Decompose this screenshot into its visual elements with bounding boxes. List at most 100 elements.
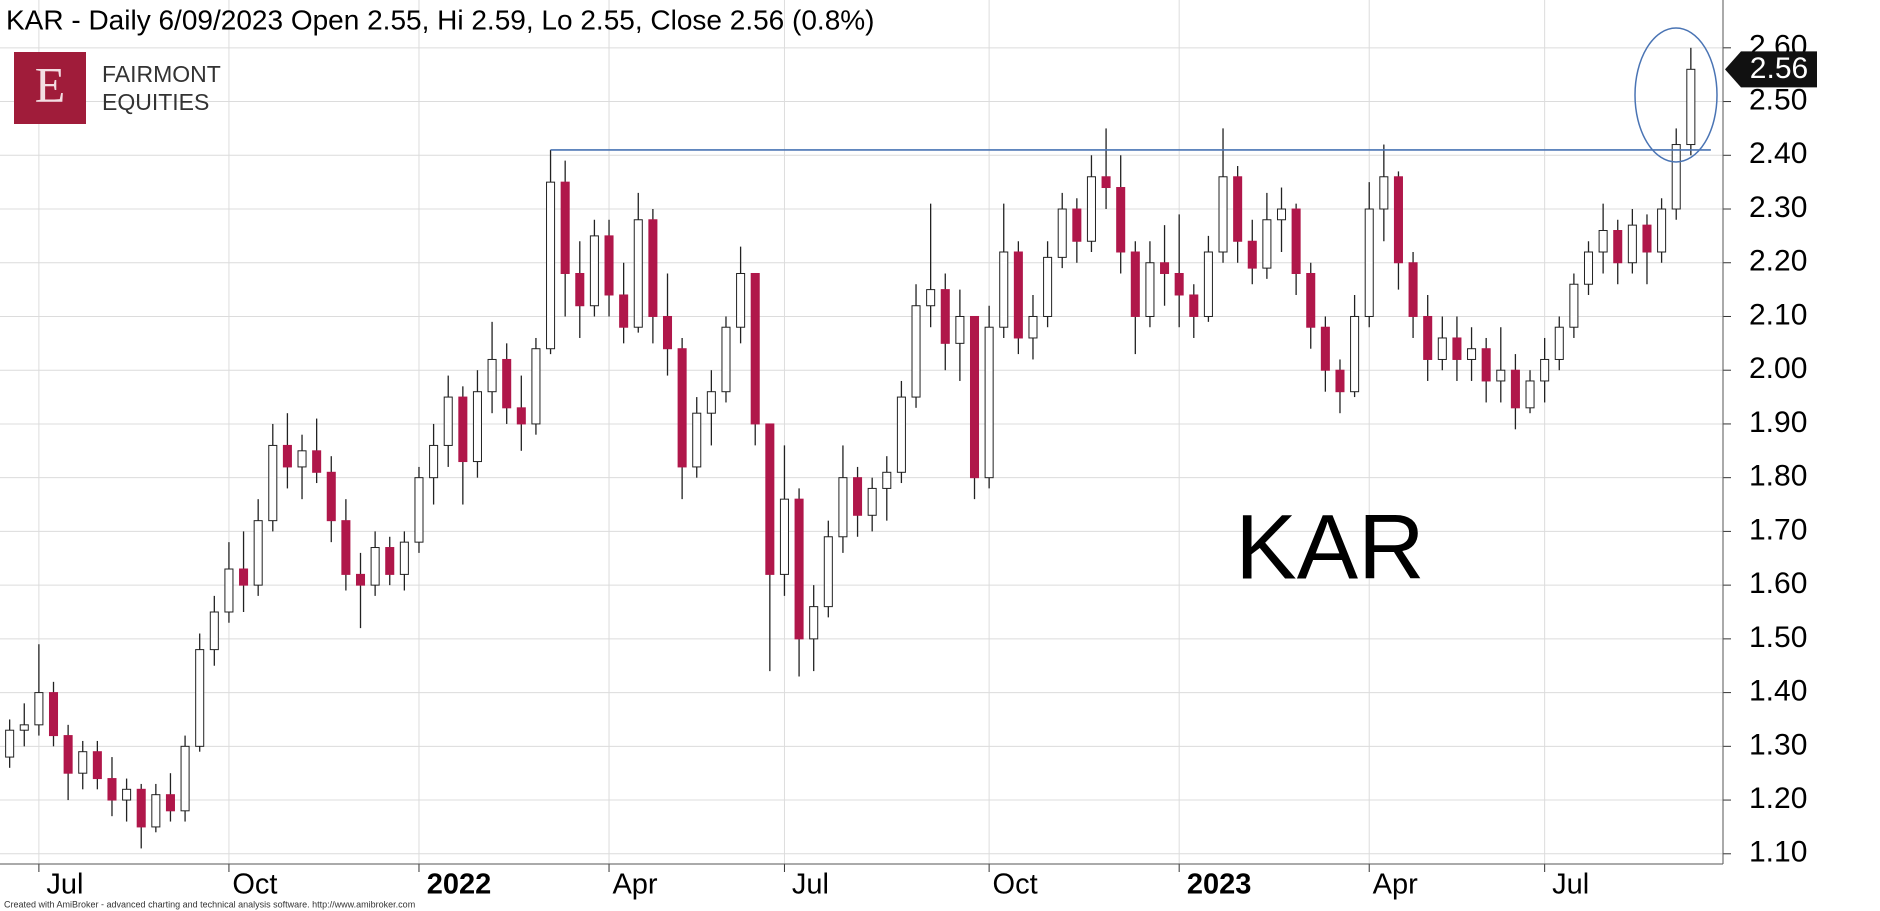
candle-body [107,778,117,801]
candle-body [224,568,234,613]
candle-body [779,498,789,575]
candles [5,47,1711,849]
candle-body [1393,176,1403,264]
y-tick-label: 1.50 [1749,621,1807,654]
y-tick-label: 1.90 [1749,406,1807,439]
candle-body [429,444,439,479]
y-tick-label: 2.10 [1749,298,1807,331]
candle-body [940,289,950,344]
candle-body [180,745,190,812]
chart-title: KAR - Daily 6/09/2023 Open 2.55, Hi 2.59… [6,4,875,35]
candle-body [633,219,643,328]
candle-body [721,326,731,393]
candle-body [560,181,570,274]
candle-body [1218,176,1228,253]
candle-body [1189,294,1199,317]
candle-body [48,692,59,737]
candle-body [1335,369,1345,393]
candle-body [677,348,687,468]
candle-body [297,450,307,468]
highlight-ellipse [1634,27,1718,163]
candle-body [399,541,409,575]
x-tick-label: Apr [612,869,657,901]
candle-body [911,305,921,398]
candle-body [546,181,556,350]
candle-body [1086,176,1096,242]
candle-body [1686,68,1696,146]
candle-body [502,358,512,409]
candle-body [853,477,863,516]
y-tick-label: 1.60 [1749,567,1807,600]
candle-body [472,391,482,463]
candle-body [984,326,994,479]
candle-body [1613,230,1623,264]
candle-body [165,794,175,812]
x-tick-label: Jul [1552,869,1589,901]
candle-body [312,450,322,473]
candle-body [1072,208,1082,242]
candle-body [63,735,73,774]
candle-body [1583,251,1594,285]
candle-body [1627,224,1637,264]
candle-body [5,729,15,758]
candle-body [896,396,906,473]
candle-body [19,724,29,731]
candle-body [1437,337,1447,360]
candle-body [531,348,541,425]
x-tick-label: Oct [993,869,1038,901]
candle-body [1525,380,1535,409]
candle-body [1116,187,1126,253]
candle-body [1642,224,1652,253]
candle-body [355,573,366,586]
candle-body [575,272,585,307]
candle-body [385,547,395,575]
candle-body [1101,176,1111,189]
candle-body [1174,272,1184,296]
candle-body [1671,144,1681,210]
candle-body [1569,283,1579,328]
candle-body [765,423,775,575]
candle-body [692,412,702,468]
candle-body [1510,369,1520,409]
candle-body [604,235,614,296]
y-tick-label: 1.30 [1749,728,1807,761]
y-tick-label: 2.20 [1749,245,1807,278]
candle-body [926,289,936,307]
x-tick-label: Apr [1373,869,1418,901]
annotation: KAR [1235,496,1424,598]
y-tick-label: 1.70 [1749,513,1807,546]
candle-body [34,692,44,726]
candle-body [955,315,965,344]
candle-body [619,294,629,328]
candle-body [487,358,497,393]
candle-body [1276,208,1287,221]
candle-body [253,520,263,586]
candle-body [1013,251,1023,339]
candle-body [823,536,833,608]
candle-body [209,611,219,651]
candle-body [1379,176,1389,210]
candle-body [1350,315,1360,393]
candle-body [151,794,161,828]
candle-body [195,649,205,747]
candle-body [750,272,760,425]
candle-body [736,272,746,328]
candle-body [370,547,380,586]
candle-body [999,251,1009,328]
candle-body [838,477,848,538]
x-tick-label: Jul [792,869,829,901]
logo-box [14,52,86,124]
x-tick-label: 2022 [427,869,492,901]
y-tick-label: 2.30 [1749,191,1807,224]
candle-body [458,396,468,463]
candle-body [239,568,249,586]
logo-line: FAIRMONT [102,61,221,87]
candle-body [341,520,351,575]
candle-body [268,444,278,522]
candle-body [882,471,892,489]
candle-body [648,219,658,317]
x-tick-label: Jul [46,869,83,901]
y-tick-label: 2.00 [1749,352,1807,385]
candle-body [516,407,526,425]
candle-body [1364,208,1374,317]
